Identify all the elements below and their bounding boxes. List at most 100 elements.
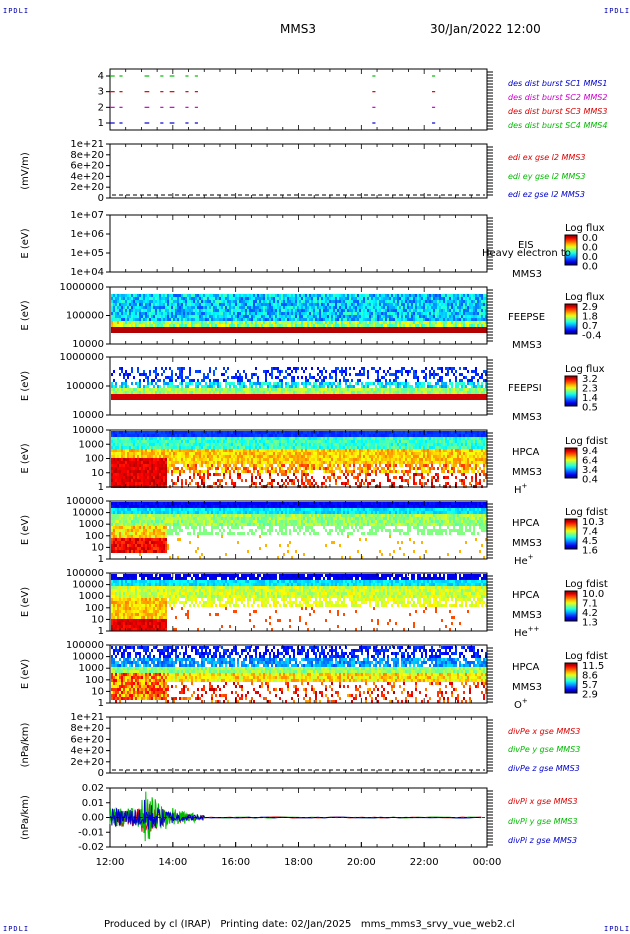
heatmap-cell	[137, 309, 139, 312]
heatmap-cell	[345, 327, 347, 330]
heatmap-cell	[339, 382, 341, 385]
heatmap-cell	[207, 437, 209, 440]
heatmap-cell	[433, 312, 435, 315]
heatmap-cell	[155, 434, 157, 437]
heatmap-cell	[127, 464, 129, 467]
heatmap-cell	[143, 443, 145, 446]
heatmap-cell	[201, 330, 203, 333]
heatmap-cell	[451, 306, 453, 309]
heatmap-cell	[243, 382, 245, 385]
heatmap-cell	[251, 461, 253, 464]
heatmap-cell	[463, 397, 465, 400]
heatmap-cell	[195, 440, 197, 443]
heatmap-cell	[327, 388, 329, 391]
heatmap-cell	[153, 306, 155, 309]
heatmap-cell	[277, 382, 279, 385]
heatmap-cell	[285, 394, 287, 397]
heatmap-cell	[143, 434, 145, 437]
heatmap-cell	[203, 443, 205, 446]
heatmap-cell	[473, 294, 475, 297]
heatmap-cell	[279, 388, 281, 391]
heatmap-cell	[285, 385, 287, 388]
heatmap-cell	[237, 458, 239, 461]
heatmap-cell	[181, 449, 183, 452]
heatmap-cell	[133, 458, 135, 461]
heatmap-cell	[133, 431, 135, 434]
heatmap-cell	[129, 397, 131, 400]
heatmap-cell	[157, 388, 159, 391]
heatmap-cell	[199, 434, 201, 437]
heatmap-cell	[159, 476, 161, 479]
heatmap-cell	[429, 376, 431, 379]
heatmap-cell	[119, 473, 121, 476]
heatmap-cell	[203, 327, 205, 330]
heatmap-cell	[179, 303, 181, 306]
heatmap-cell	[233, 467, 235, 470]
heatmap-cell	[147, 330, 149, 333]
heatmap-cell	[225, 385, 227, 388]
heatmap-cell	[271, 373, 273, 376]
heatmap-cell	[435, 321, 437, 324]
heatmap-cell	[129, 440, 131, 443]
heatmap-cell	[163, 327, 165, 330]
heatmap-cell	[259, 330, 261, 333]
heatmap-cell	[321, 382, 323, 385]
heatmap-cell	[251, 306, 253, 309]
heatmap-cell	[243, 312, 245, 315]
heatmap-cell	[199, 443, 201, 446]
heatmap-cell	[171, 300, 173, 303]
heatmap-cell	[243, 370, 245, 373]
heatmap-cell	[383, 297, 385, 300]
heatmap-cell	[235, 300, 237, 303]
heatmap-cell	[287, 309, 289, 312]
heatmap-cell	[247, 309, 249, 312]
heatmap-cell	[227, 388, 229, 391]
heatmap-cell	[307, 327, 309, 330]
heatmap-cell	[179, 470, 181, 473]
heatmap-cell	[193, 446, 195, 449]
heatmap-cell	[291, 397, 293, 400]
heatmap-cell	[179, 434, 181, 437]
heatmap-cell	[387, 297, 389, 300]
heatmap-cell	[195, 455, 197, 458]
heatmap-cell	[251, 443, 253, 446]
heatmap-cell	[459, 382, 461, 385]
heatmap-cell	[241, 294, 243, 297]
heatmap-cell	[395, 312, 397, 315]
heatmap-cell	[455, 312, 457, 315]
heatmap-cell	[409, 294, 411, 297]
heatmap-cell	[199, 391, 201, 394]
heatmap-cell	[257, 297, 259, 300]
heatmap-cell	[255, 315, 257, 318]
heatmap-cell	[257, 309, 259, 312]
heatmap-cell	[341, 300, 343, 303]
heatmap-cell	[215, 379, 217, 382]
heatmap-cell	[145, 306, 147, 309]
heatmap-cell	[193, 461, 195, 464]
heatmap-cell	[117, 303, 119, 306]
heatmap-cell	[169, 303, 171, 306]
heatmap-cell	[223, 327, 225, 330]
heatmap-cell	[239, 303, 241, 306]
heatmap-cell	[371, 382, 373, 385]
heatmap-cell	[349, 303, 351, 306]
heatmap-cell	[415, 318, 417, 321]
corner-label-top-right: IPDLI	[604, 7, 630, 15]
heatmap-cell	[143, 297, 145, 300]
heatmap-cell	[375, 300, 377, 303]
heatmap-cell	[403, 385, 405, 388]
heatmap-cell	[217, 379, 219, 382]
heatmap-cell	[201, 315, 203, 318]
heatmap-cell	[279, 394, 281, 397]
heatmap-cell	[275, 318, 277, 321]
heatmap-cell	[169, 449, 171, 452]
heatmap-cell	[189, 464, 191, 467]
heatmap-cell	[297, 367, 299, 370]
heatmap-cell	[193, 379, 195, 382]
heatmap-cell	[355, 306, 357, 309]
heatmap-cell	[127, 443, 129, 446]
heatmap-cell	[405, 318, 407, 321]
heatmap-cell	[281, 321, 283, 324]
heatmap-cell	[251, 476, 253, 479]
heatmap-cell	[155, 458, 157, 461]
